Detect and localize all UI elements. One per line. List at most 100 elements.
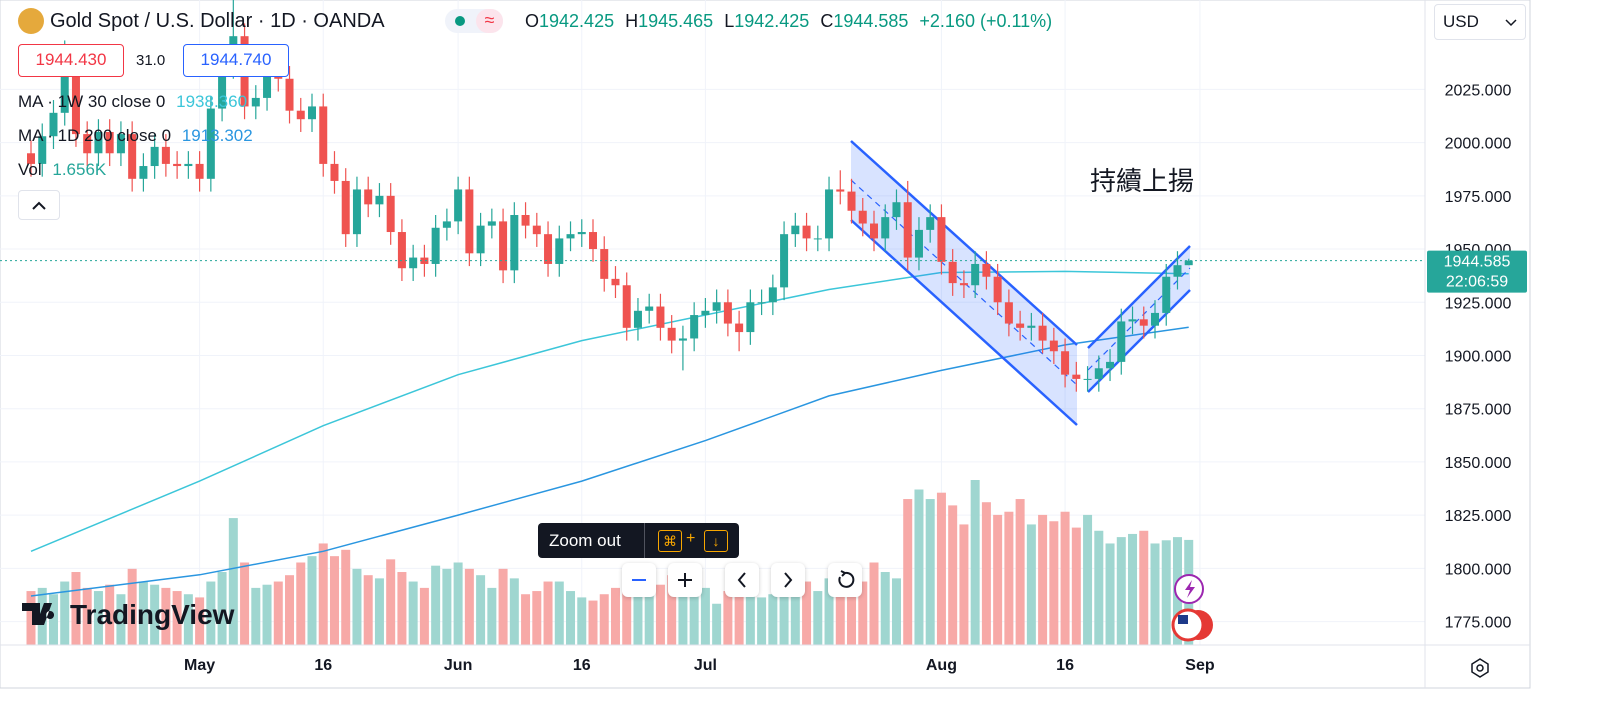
volume-bar [948,505,958,645]
flag-icon [1171,608,1205,642]
volume-bar [622,578,632,645]
x-tick-label: Sep [1185,657,1215,674]
candle-body [701,310,710,316]
y-tick-label: 1825.000 [1445,508,1512,525]
volume-bar [936,492,946,645]
candle-body [1173,265,1182,277]
candle-body [521,215,530,226]
currency: USD [1443,12,1479,31]
volume-bar [869,562,879,645]
candle-body [948,261,957,284]
volume-bar [183,594,193,645]
zoom-out-button[interactable] [622,563,656,597]
volume-bar [273,581,283,645]
last-price-box [1427,250,1527,293]
volume-bar [195,597,205,645]
collapse-legend[interactable] [18,190,60,220]
moving-average [30,270,1189,552]
h-label: H [625,11,639,31]
legend-ma-1d[interactable]: MA · 1D 200 close 0 1913.302 [18,126,253,146]
change: +2.160 (+0.11%) [919,11,1053,31]
candle-body [847,191,856,211]
volume-bar [363,575,373,645]
open-value: 1942.425 [539,11,615,31]
channel-line [1087,289,1191,393]
y-tick-label: 1900.000 [1445,348,1512,365]
volume-bar [1128,533,1138,645]
candle-body [566,234,575,239]
candle-body [633,310,642,328]
candle-body [330,163,339,181]
legend-value: 1938.360 [176,92,248,111]
candle-body [116,134,125,154]
candle-body [285,78,294,111]
candle-body [544,234,553,264]
candle-body [308,106,316,120]
volume-bar [802,581,812,645]
high-value: 1945.465 [638,11,714,31]
candle-body [251,97,260,107]
candle-body [600,249,609,279]
candle-body [959,283,968,286]
key: ↓ [704,530,728,552]
candle-body [678,338,687,341]
symbol-title[interactable]: Gold Spot / U.S. Dollar · 1D · OANDA [50,10,385,32]
symbol-icon [18,8,44,34]
logo-mark [22,603,55,625]
countdown: 22:06:59 [1446,274,1508,291]
volume-bar [161,587,171,645]
volume-bar [813,591,823,645]
volume-bar [386,559,396,645]
candle-body [1083,378,1092,380]
volume-bar [285,575,295,645]
candle-body [1027,325,1036,328]
volume-bar [981,502,991,645]
legend-volume[interactable]: Vol 1.656K [18,160,106,180]
scroll-left-button[interactable] [725,563,759,597]
candle-body [836,189,845,192]
volume-bar [1139,530,1149,645]
tooltip-divider [644,523,645,558]
volume-bar [745,587,755,645]
status-pill[interactable]: ≈ [445,9,503,33]
volume-bar [341,549,351,645]
scroll-right-button[interactable] [771,563,805,597]
volume-bar [71,572,81,645]
volume-bar [1060,511,1070,645]
volume-bar [768,594,778,645]
candle-body [263,70,272,98]
sell-button[interactable]: 1944.430 [18,44,124,77]
x-tick-label: 16 [1056,657,1074,674]
candle-body [296,110,305,120]
reset-button[interactable] [828,563,862,597]
tooltip-text: Zoom out [549,531,621,550]
settings-icon[interactable] [1471,658,1489,678]
volume-bar [329,556,339,645]
candle-body [476,225,485,254]
zoom-in-button[interactable] [668,563,702,597]
last-price-label: 1944.585 22:06:59 [1427,250,1527,293]
candle-body [577,232,586,235]
icon [838,570,855,588]
volume-bar [397,572,407,645]
volume-bar [240,562,250,645]
volume-bar [498,568,508,645]
volume-bar [228,518,238,645]
candle-body [746,302,755,333]
volume-bar [1083,514,1093,645]
volume-bar [206,581,216,645]
legend-ma-1w[interactable]: MA · 1W 30 close 0 1938.360 [18,92,247,112]
icon [632,579,646,581]
currency-select[interactable]: USD [1434,4,1526,40]
candle-body [83,134,92,154]
candle-body [375,195,384,205]
candle-body [1117,321,1126,362]
y-tick-label: 2000.000 [1445,136,1512,153]
candle-body [903,202,912,258]
candle-body [1162,276,1171,313]
channel-mid [850,179,1078,386]
buy-button[interactable]: 1944.740 [183,44,289,77]
candle-body [71,57,80,135]
candle-body [532,225,541,235]
